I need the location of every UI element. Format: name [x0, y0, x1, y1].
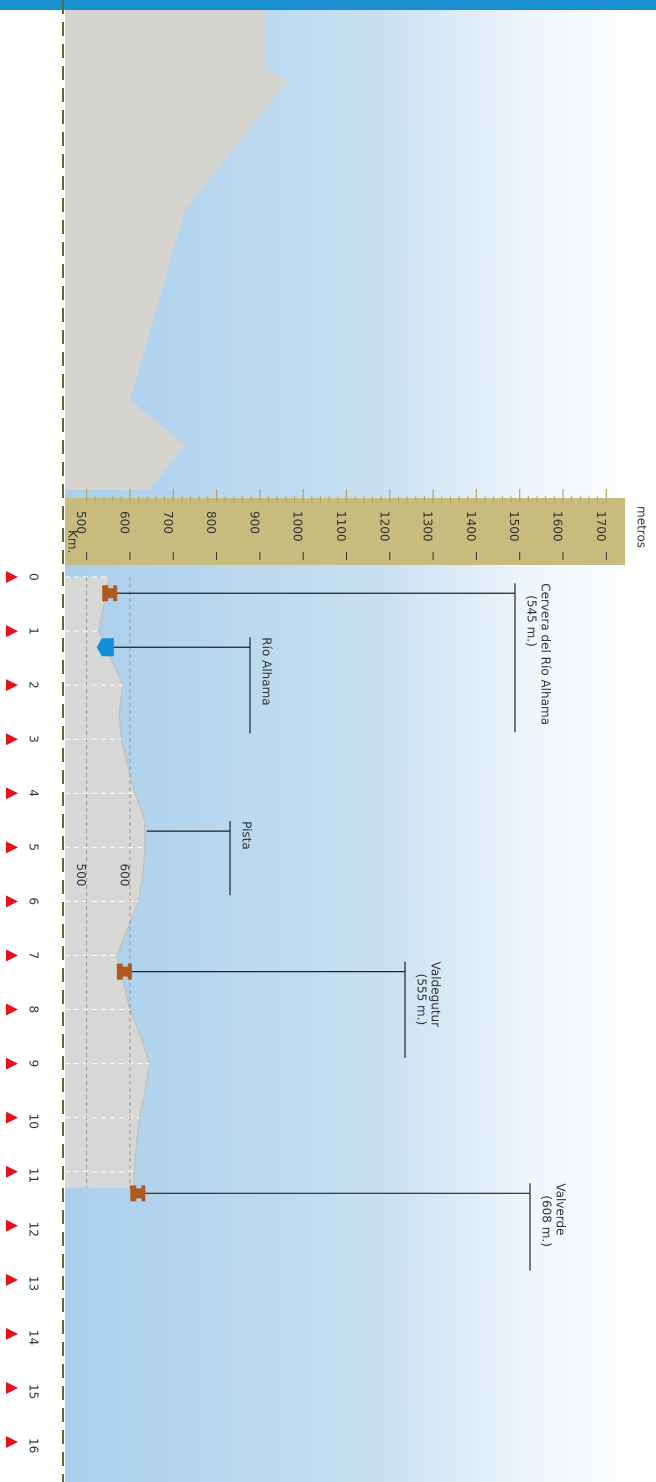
annotation-label: (545 m.)	[525, 595, 539, 647]
x-tick-label: 9	[27, 1060, 41, 1068]
y-tick-label: 1500	[507, 511, 521, 542]
annotation-label: Cervera del Río Alhama	[539, 583, 553, 725]
annotation-label: Valdegutur	[429, 962, 443, 1027]
y-tick-label: 1200	[377, 511, 391, 542]
x-tick-label: 13	[27, 1276, 41, 1291]
x-tick	[6, 1111, 18, 1124]
y-tick-label: 1300	[421, 511, 435, 542]
profile-area	[97, 576, 151, 1188]
top-stripe	[0, 0, 656, 10]
y-tick-label: 1000	[291, 511, 305, 542]
y-tick-label: 800	[204, 511, 218, 534]
x-tick	[6, 1165, 18, 1178]
x-tick	[6, 1436, 18, 1448]
x-tick-label: 5	[27, 843, 41, 851]
y-tick-label: 1400	[464, 511, 478, 542]
x-tick	[6, 1273, 18, 1286]
annotation-label: Río Alhama	[260, 637, 274, 705]
x-tick-label: 16	[27, 1438, 41, 1453]
x-tick-label: 11	[27, 1168, 41, 1183]
y-tick-label: 700	[161, 511, 175, 534]
x-tick	[6, 733, 18, 746]
x-tick	[6, 787, 18, 800]
x-tick-label: 0	[27, 573, 41, 581]
castle-icon	[102, 585, 118, 602]
y-tick-label: 500	[74, 511, 88, 534]
profile-area-fill	[65, 577, 150, 1188]
annotation-label: (608 m.)	[540, 1195, 554, 1247]
x-tick-label: 3	[27, 735, 41, 743]
y-tick-label: 1100	[334, 511, 348, 542]
x-tick-label: 8	[27, 1006, 41, 1014]
x-tick	[6, 1003, 18, 1016]
annotation-label: Valverde	[554, 1183, 568, 1235]
x-tick-label: 2	[27, 681, 41, 689]
y-tick-label: 1700	[594, 511, 608, 542]
river-icon	[96, 638, 114, 657]
x-tick-label: 6	[27, 897, 41, 905]
x-tick	[6, 949, 18, 962]
castle-icon	[116, 963, 132, 980]
y-tick-label: 1600	[551, 511, 565, 542]
castle-icon	[130, 1185, 146, 1202]
x-tick-label: 14	[27, 1330, 41, 1345]
x-tick-label: 12	[27, 1222, 41, 1237]
x-tick	[6, 571, 18, 583]
reference-label: 500	[74, 864, 88, 887]
x-axis-label: Km.	[66, 530, 80, 553]
reference-label: 600	[117, 864, 131, 887]
elevation-ruler	[65, 498, 625, 565]
x-tick	[6, 1327, 18, 1340]
x-tick-label: 4	[27, 789, 41, 797]
x-tick	[6, 841, 18, 854]
x-tick	[6, 1381, 18, 1394]
annotation-label: (555 m.)	[415, 974, 429, 1026]
x-tick-label: 10	[27, 1114, 41, 1129]
x-tick-label: 1	[27, 627, 41, 635]
x-tick	[6, 1219, 18, 1232]
mountain-decoration	[65, 0, 288, 490]
x-tick	[6, 1057, 18, 1070]
x-tick	[6, 895, 18, 908]
x-tick-label: 15	[27, 1384, 41, 1399]
y-tick-label: 900	[247, 511, 261, 534]
x-tick	[6, 625, 18, 638]
x-tick-label: 7	[27, 951, 41, 959]
x-tick	[6, 679, 18, 692]
y-axis-label: metros	[635, 506, 649, 548]
annotation-label: Pista	[240, 821, 254, 850]
y-tick-label: 600	[117, 511, 131, 534]
